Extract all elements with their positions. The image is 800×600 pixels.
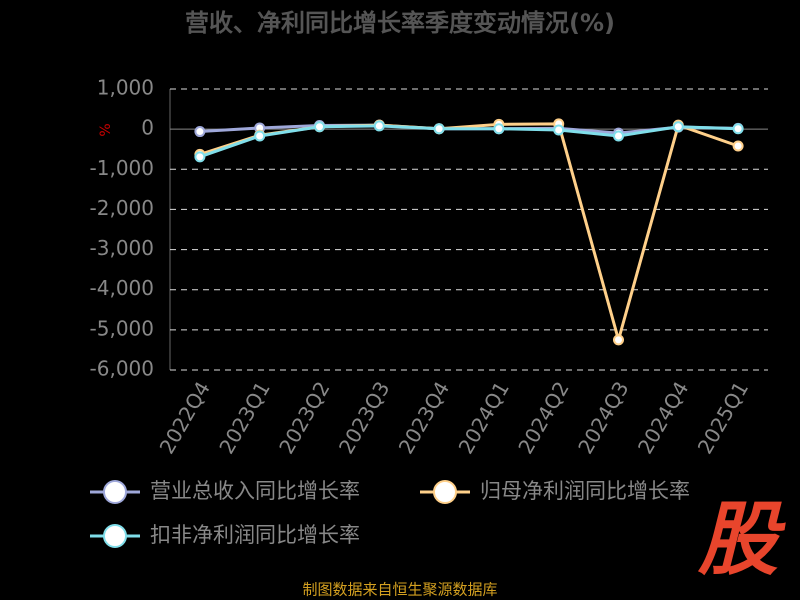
series-line (199, 122, 739, 346)
data-point (254, 130, 266, 142)
data-point (613, 130, 624, 142)
y-tick-label: -2,000 (90, 196, 154, 220)
x-tick-label: 2023Q2 (274, 377, 334, 458)
y-tick-label: 0 (141, 116, 154, 140)
data-point (314, 121, 325, 133)
chart-title: 营收、净利同比增长率季度变动情况(%) (185, 9, 615, 37)
y-tick-label: -5,000 (90, 316, 154, 340)
x-tick-label: 2024Q1 (454, 377, 514, 458)
data-point (373, 120, 385, 132)
legend-marker (433, 480, 457, 504)
y-tick-label: -3,000 (90, 236, 154, 260)
legend-marker (103, 480, 127, 504)
legend-label: 营业总收入同比增长率 (150, 479, 360, 503)
y-tick-label: -6,000 (90, 357, 154, 381)
data-point (732, 140, 744, 152)
data-point (194, 126, 206, 138)
x-tick-label: 2023Q4 (394, 377, 454, 458)
y-axis-label: % (98, 123, 114, 136)
x-tick-label: 2025Q1 (693, 377, 753, 458)
x-tick-label: 2023Q1 (214, 377, 274, 458)
data-point (433, 123, 445, 135)
x-tick-label: 2022Q4 (155, 377, 215, 458)
legend-label: 扣非净利润同比增长率 (150, 523, 360, 547)
x-tick-label: 2024Q2 (513, 377, 573, 458)
x-tick-label: 2024Q4 (633, 377, 693, 458)
source-note: 制图数据来自恒生聚源数据库 (302, 581, 497, 599)
y-tick-label: 1,000 (97, 76, 154, 100)
series-line (199, 124, 739, 159)
y-tick-label: -1,000 (90, 156, 154, 180)
legend-label: 归母净利润同比增长率 (480, 479, 690, 503)
data-point (732, 123, 744, 135)
legend-marker (103, 524, 127, 548)
data-point (553, 124, 565, 136)
data-point (493, 123, 505, 135)
x-tick-label: 2023Q3 (334, 377, 394, 458)
x-tick-label: 2024Q3 (573, 377, 633, 458)
logo: 股 (697, 493, 786, 586)
data-point (613, 334, 624, 346)
data-point (672, 121, 684, 133)
y-tick-label: -4,000 (90, 276, 154, 300)
data-point (194, 151, 206, 163)
